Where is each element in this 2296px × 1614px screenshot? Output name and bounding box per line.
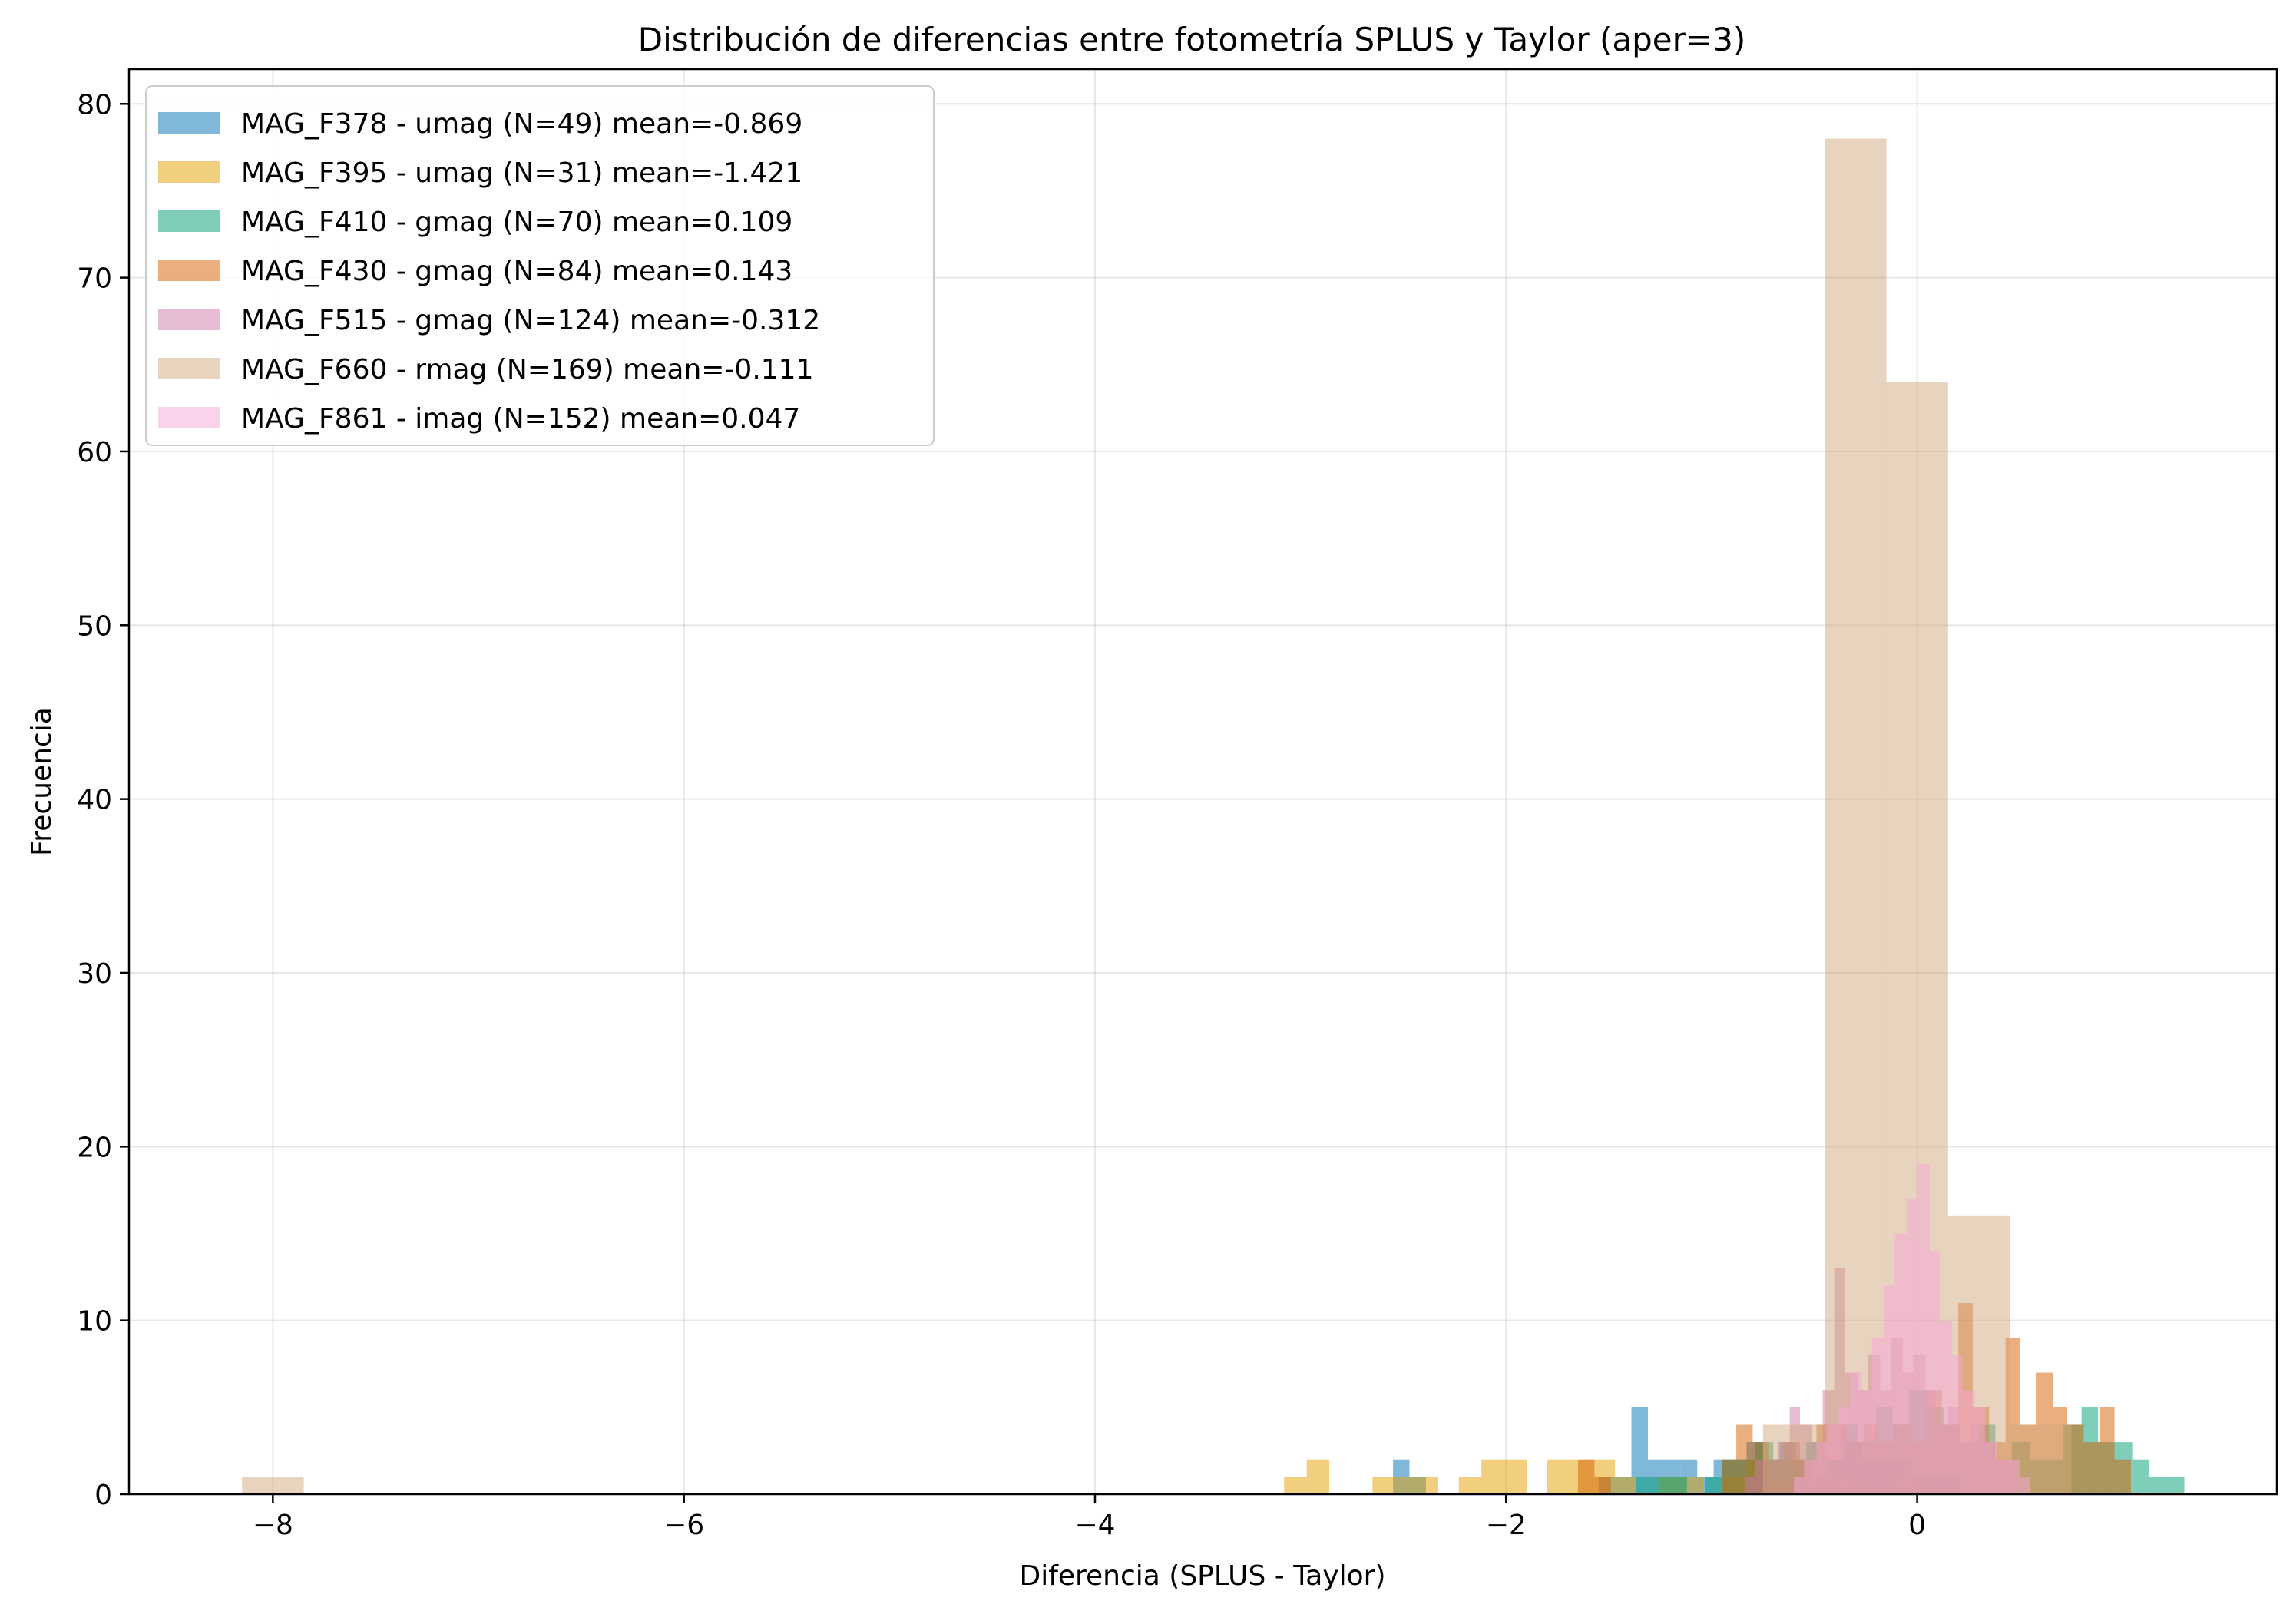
legend-swatch bbox=[158, 161, 220, 183]
histogram-bar bbox=[2165, 1477, 2185, 1494]
legend-label: MAG_F395 - umag (N=31) mean=-1.421 bbox=[241, 157, 802, 189]
chart-title: Distribución de diferencias entre fotome… bbox=[638, 21, 1745, 58]
histogram-bar bbox=[1804, 1459, 1817, 1494]
histogram-bar bbox=[1984, 1442, 1997, 1494]
histogram-bar bbox=[1974, 1407, 1985, 1494]
x-tick-label: −2 bbox=[1486, 1510, 1527, 1541]
histogram-bar bbox=[1594, 1477, 1611, 1494]
histogram-bar bbox=[1952, 1354, 1963, 1494]
x-tick-label: −6 bbox=[663, 1510, 704, 1541]
histogram-bar bbox=[1838, 1407, 1850, 1494]
histogram-bar bbox=[2114, 1459, 2131, 1494]
histogram-bar bbox=[2020, 1477, 2030, 1494]
y-tick-label: 40 bbox=[77, 785, 112, 816]
histogram-bar bbox=[1962, 1390, 1975, 1494]
histogram-bar bbox=[1615, 1477, 1636, 1494]
legend-box bbox=[145, 85, 935, 446]
histogram-bar bbox=[1372, 1477, 1394, 1494]
histogram-bar bbox=[1415, 1477, 1438, 1494]
series-7-bars bbox=[1794, 1163, 2030, 1494]
x-axis-label: Diferencia (SPLUS - Taylor) bbox=[1019, 1560, 1385, 1592]
histogram-bar bbox=[1744, 1477, 1755, 1494]
histogram-bar bbox=[2149, 1477, 2166, 1494]
histogram-bar bbox=[1940, 1320, 1953, 1494]
histogram-bar bbox=[1861, 1390, 1872, 1494]
x-tick-label: −4 bbox=[1074, 1510, 1115, 1541]
histogram-bar bbox=[1929, 1251, 1940, 1494]
legend-label: MAG_F430 - gmag (N=84) mean=0.143 bbox=[241, 256, 792, 287]
legend-label: MAG_F861 - imag (N=152) mean=0.047 bbox=[241, 403, 800, 435]
histogram-bar bbox=[1458, 1477, 1482, 1494]
histogram-bar bbox=[1547, 1459, 1570, 1494]
histogram-bar bbox=[1917, 1163, 1930, 1494]
histogram-bar bbox=[1284, 1477, 1307, 1494]
y-axis-label: Frecuencia bbox=[26, 707, 58, 856]
histogram-bar bbox=[1631, 1407, 1648, 1494]
y-tick-label: 0 bbox=[94, 1480, 112, 1511]
histogram-bar bbox=[1997, 1459, 2008, 1494]
histogram-bar bbox=[2007, 1459, 2020, 1494]
legend-label: MAG_F660 - rmag (N=169) mean=-0.111 bbox=[241, 354, 814, 385]
histogram-bar bbox=[1825, 138, 1887, 1494]
histogram-bar bbox=[2132, 1459, 2150, 1494]
y-axis-ticks: 0 10 20 30 40 50 60 70 80 bbox=[77, 89, 129, 1511]
x-tick-label: 0 bbox=[1908, 1510, 1926, 1541]
histogram-bar bbox=[1577, 1459, 1595, 1494]
histogram-bar bbox=[2083, 1442, 2100, 1494]
y-tick-label: 30 bbox=[77, 958, 112, 990]
histogram-bar bbox=[1849, 1372, 1862, 1494]
legend-swatch bbox=[158, 210, 220, 232]
histogram-bar bbox=[1816, 1442, 1827, 1494]
y-tick-label: 70 bbox=[77, 263, 112, 295]
histogram-bar bbox=[1826, 1424, 1839, 1494]
y-tick-label: 20 bbox=[77, 1132, 112, 1163]
legend-swatch bbox=[158, 407, 220, 428]
histogram-bar bbox=[242, 1477, 304, 1494]
histogram-bar bbox=[1504, 1459, 1527, 1494]
legend-swatch bbox=[158, 309, 220, 330]
plot-frame bbox=[127, 68, 2278, 1496]
legend-swatch bbox=[158, 112, 220, 134]
y-tick-label: 50 bbox=[77, 610, 112, 642]
histogram-bar bbox=[1635, 1477, 1655, 1494]
histogram-bar bbox=[1306, 1459, 1330, 1494]
histogram-bar bbox=[1670, 1477, 1687, 1494]
legend: MAG_F378 - umag (N=49) mean=-0.869 MAG_F3… bbox=[145, 85, 935, 446]
histogram-bar bbox=[1705, 1477, 1722, 1494]
histogram-bar bbox=[1894, 1233, 1907, 1494]
legend-label: MAG_F378 - umag (N=49) mean=-0.869 bbox=[241, 108, 802, 140]
y-tick-label: 10 bbox=[77, 1306, 112, 1338]
legend-swatch bbox=[158, 260, 220, 281]
legend-label: MAG_F515 - gmag (N=124) mean=-0.312 bbox=[241, 305, 820, 336]
histogram-bar bbox=[1654, 1477, 1671, 1494]
histogram-bar bbox=[1393, 1477, 1416, 1494]
histogram-bar bbox=[1481, 1459, 1504, 1494]
y-tick-label: 60 bbox=[77, 437, 112, 468]
legend-label: MAG_F410 - gmag (N=70) mean=0.109 bbox=[241, 207, 792, 238]
histogram-bar bbox=[1871, 1338, 1884, 1494]
histogram-bar bbox=[2099, 1407, 2115, 1494]
x-axis-ticks: −8 −6 −4 −2 0 bbox=[253, 1494, 1926, 1541]
histogram-bar bbox=[1722, 1459, 1737, 1494]
legend-swatch bbox=[158, 358, 220, 379]
histogram-bar bbox=[1884, 1285, 1895, 1494]
histogram-bars bbox=[242, 138, 2185, 1494]
x-tick-label: −8 bbox=[253, 1510, 293, 1541]
histogram-bar bbox=[1907, 1199, 1917, 1494]
histogram-bar bbox=[1794, 1477, 1805, 1494]
y-tick-label: 80 bbox=[77, 89, 112, 121]
